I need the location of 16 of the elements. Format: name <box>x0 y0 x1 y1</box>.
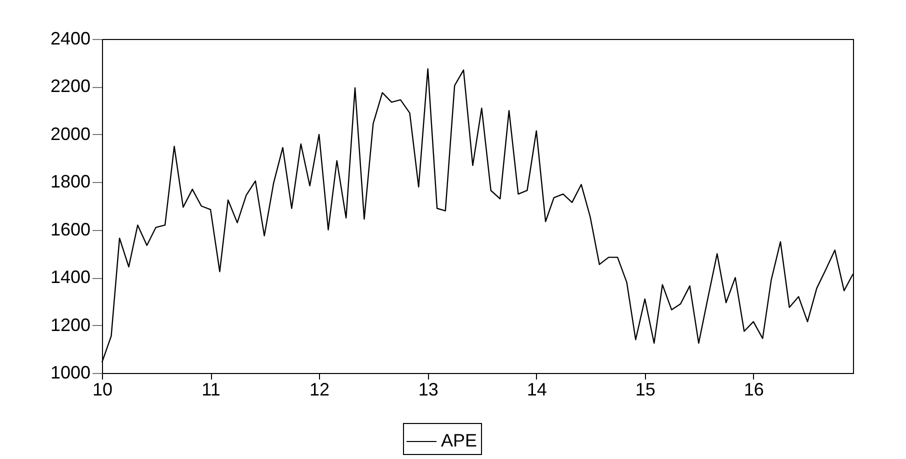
y-tick-label: 1000 <box>50 362 90 382</box>
x-tick-label: 15 <box>635 380 656 400</box>
y-tick-label: 1800 <box>50 172 90 192</box>
y-tick-label: 2000 <box>50 124 90 144</box>
y-tick-label: 1200 <box>50 314 90 335</box>
y-tick-label: 2400 <box>50 28 90 48</box>
legend-label: APE <box>441 430 478 450</box>
x-tick-label: 16 <box>744 380 764 400</box>
x-tick-label: 10 <box>92 380 113 400</box>
x-tick-label: 11 <box>202 380 220 400</box>
x-tick-label: 13 <box>418 380 438 400</box>
y-tick-label: 1600 <box>50 219 90 240</box>
y-tick-label: 2200 <box>50 76 90 96</box>
y-tick-label: 1400 <box>50 267 90 288</box>
x-tick-label: 14 <box>526 380 547 400</box>
x-tick-label: 12 <box>310 380 330 400</box>
